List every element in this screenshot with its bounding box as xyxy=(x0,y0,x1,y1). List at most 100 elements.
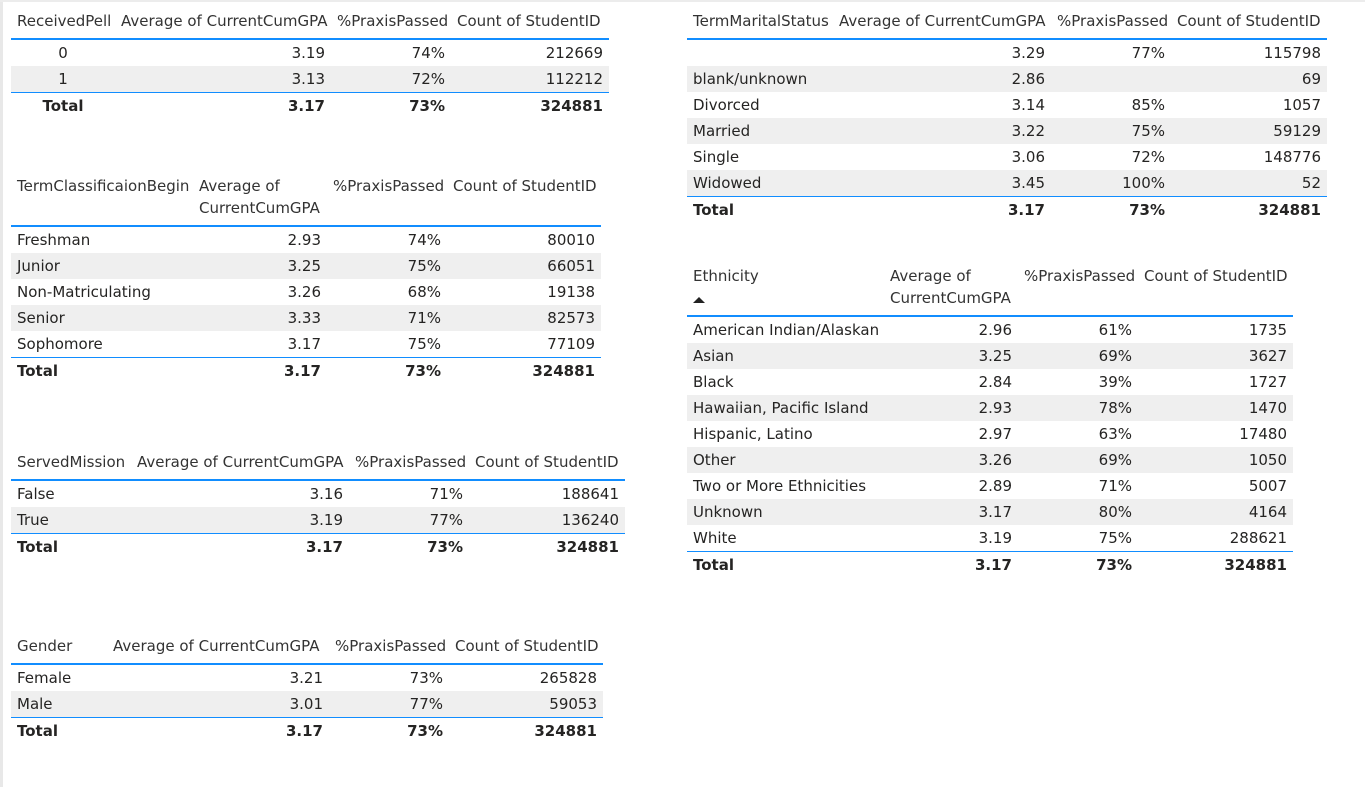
table-row[interactable]: Sophomore 3.17 75% 77109 xyxy=(11,331,601,358)
table-row[interactable]: White 3.19 75% 288621 xyxy=(687,525,1293,552)
table-row[interactable]: False 3.16 71% 188641 xyxy=(11,480,625,507)
table-row[interactable]: 3.29 77% 115798 xyxy=(687,39,1327,66)
cell: 148776 xyxy=(1263,148,1321,166)
total-cell: 324881 xyxy=(540,97,603,115)
mission-table: ServedMission Average of CurrentCumGPA %… xyxy=(11,443,625,560)
table-row[interactable]: Unknown 3.17 80% 4164 xyxy=(687,499,1293,525)
cell: 85% xyxy=(1131,96,1165,114)
column-header[interactable]: Count of StudentID xyxy=(1138,257,1293,317)
cell: 288621 xyxy=(1138,525,1293,552)
total-cell: 3.17 xyxy=(283,362,321,380)
cell: 3.25 xyxy=(884,343,1018,369)
cell: 69% xyxy=(1018,343,1138,369)
cell: Sophomore xyxy=(11,331,193,358)
total-label: Total xyxy=(17,722,58,740)
table-header-row: TermClassificaionBegin Average of Curren… xyxy=(11,167,601,227)
total-cell: 324881 xyxy=(534,722,597,740)
total-row: Total 3.17 73% 324881 xyxy=(11,718,603,745)
cell: 63% xyxy=(1098,425,1132,443)
column-header[interactable]: Count of StudentID xyxy=(1171,2,1327,40)
table-row[interactable]: Asian 3.25 69% 3627 xyxy=(687,343,1293,369)
column-header[interactable]: Count of StudentID xyxy=(469,443,625,481)
cell: 74% xyxy=(407,231,441,249)
table-row[interactable]: Single 3.06 72% 148776 xyxy=(687,144,1327,170)
sort-ascending-icon[interactable] xyxy=(693,297,705,303)
table-row[interactable]: Male 3.01 77% 59053 xyxy=(11,691,603,718)
table-row[interactable]: Married 3.22 75% 59129 xyxy=(687,118,1327,144)
table-row[interactable]: American Indian/Alaskan 2.96 61% 1735 xyxy=(687,316,1293,343)
cell: 188641 xyxy=(561,485,619,503)
cell: 3.45 xyxy=(833,170,1051,197)
table-row[interactable]: Female 3.21 73% 265828 xyxy=(11,664,603,691)
table-row[interactable]: Hawaiian, Pacific Island 2.93 78% 1470 xyxy=(687,395,1293,421)
cell: 3.19 xyxy=(884,525,1018,552)
column-header[interactable]: Count of StudentID xyxy=(449,627,603,665)
column-header[interactable]: Average of CurrentCumGPA xyxy=(884,257,1018,317)
column-header[interactable]: %PraxisPassed xyxy=(1018,257,1138,317)
marital-table: TermMaritalStatus Average of CurrentCumG… xyxy=(687,2,1327,223)
table-row[interactable]: True 3.19 77% 136240 xyxy=(11,507,625,534)
cell: Senior xyxy=(11,305,193,331)
table-row[interactable]: Senior 3.33 71% 82573 xyxy=(11,305,601,331)
table-row[interactable]: Divorced 3.14 85% 1057 xyxy=(687,92,1327,118)
total-cell: 3.17 xyxy=(305,538,343,556)
cell: 3.01 xyxy=(107,691,329,718)
column-header[interactable]: Average of CurrentCumGPA xyxy=(107,627,329,665)
column-header[interactable]: %PraxisPassed xyxy=(329,627,449,665)
table-row[interactable]: blank/unknown 2.86 69 xyxy=(687,66,1327,92)
table-header-row: Ethnicity Average of CurrentCumGPA %Prax… xyxy=(687,257,1293,317)
cell: 4164 xyxy=(1138,499,1293,525)
cell: 1050 xyxy=(1138,447,1293,473)
cell: 71% xyxy=(429,485,463,503)
total-label: Total xyxy=(17,362,58,380)
total-label: Total xyxy=(42,97,84,115)
cell: 17480 xyxy=(1239,425,1287,443)
cell: 80% xyxy=(1018,499,1138,525)
table-row[interactable]: Non-Matriculating 3.26 68% 19138 xyxy=(11,279,601,305)
table-row[interactable]: 1 3.13 72% 112212 xyxy=(11,66,609,93)
column-header[interactable]: %PraxisPassed xyxy=(327,167,447,227)
cell: 1470 xyxy=(1138,395,1293,421)
column-header[interactable]: Average of CurrentCumGPA xyxy=(115,2,331,40)
cell: False xyxy=(17,485,55,503)
cell: 1735 xyxy=(1248,321,1287,339)
column-header[interactable]: ReceivedPell xyxy=(11,2,115,40)
column-header-ethnicity[interactable]: Ethnicity xyxy=(687,257,884,317)
cell: True xyxy=(11,507,131,534)
column-header[interactable]: Average of CurrentCumGPA xyxy=(193,167,327,227)
cell: 136240 xyxy=(469,507,625,534)
table-row[interactable]: Hispanic, Latino 2.97 63% 17480 xyxy=(687,421,1293,447)
column-header[interactable]: TermMaritalStatus xyxy=(687,2,833,40)
total-cell: 324881 xyxy=(1224,556,1287,574)
cell: 82573 xyxy=(447,305,601,331)
table-row[interactable]: Black 2.84 39% 1727 xyxy=(687,369,1293,395)
column-header[interactable]: Average of CurrentCumGPA xyxy=(131,443,349,481)
cell: 3.13 xyxy=(115,66,331,93)
cell: blank/unknown xyxy=(687,66,833,92)
column-header[interactable]: Average of CurrentCumGPA xyxy=(833,2,1051,40)
total-row: Total 3.17 73% 324881 xyxy=(11,93,609,120)
table-row[interactable]: Two or More Ethnicities 2.89 71% 5007 xyxy=(687,473,1293,499)
table-row[interactable]: 0 3.19 74% 212669 xyxy=(11,39,609,66)
cell: 5007 xyxy=(1248,477,1287,495)
cell: Male xyxy=(11,691,107,718)
total-cell: 73% xyxy=(1129,201,1165,219)
column-header[interactable]: TermClassificaionBegin xyxy=(11,167,193,227)
cell: Married xyxy=(687,118,833,144)
column-header[interactable]: Count of StudentID xyxy=(451,2,609,40)
cell: 69 xyxy=(1171,66,1327,92)
column-header[interactable]: %PraxisPassed xyxy=(331,2,451,40)
cell: 2.93 xyxy=(287,231,321,249)
cell: 2.97 xyxy=(978,425,1012,443)
column-header[interactable]: %PraxisPassed xyxy=(349,443,469,481)
column-header[interactable]: %PraxisPassed xyxy=(1051,2,1171,40)
table-row[interactable]: Freshman 2.93 74% 80010 xyxy=(11,226,601,253)
total-cell: 3.17 xyxy=(285,722,323,740)
table-row[interactable]: Other 3.26 69% 1050 xyxy=(687,447,1293,473)
table-row[interactable]: Widowed 3.45 100% 52 xyxy=(687,170,1327,197)
cell: Widowed xyxy=(687,170,833,197)
table-row[interactable]: Junior 3.25 75% 66051 xyxy=(11,253,601,279)
column-header[interactable]: Count of StudentID xyxy=(447,167,601,227)
column-header[interactable]: ServedMission xyxy=(11,443,131,481)
column-header[interactable]: Gender xyxy=(11,627,107,665)
